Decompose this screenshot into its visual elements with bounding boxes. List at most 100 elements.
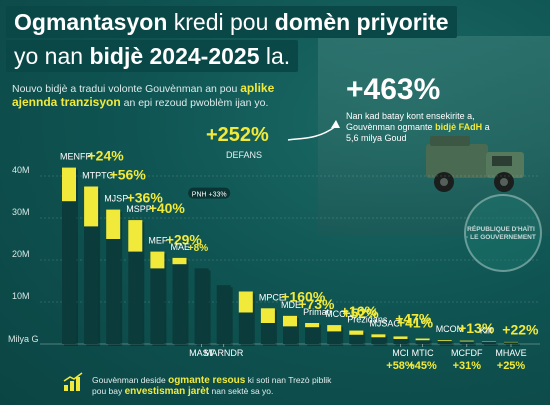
bar-base bbox=[194, 268, 209, 344]
callout-arrowhead bbox=[331, 120, 340, 128]
bar-increase bbox=[371, 334, 386, 338]
footer-part-3: nan sektè sa yo. bbox=[211, 386, 274, 396]
percent-label: +45% bbox=[408, 360, 437, 372]
y-tick-label: 10M bbox=[12, 291, 30, 301]
subtitle-part-1: Nouvo bidjè a tradui volonte Gouvènman a… bbox=[12, 83, 238, 95]
category-label: MENFP bbox=[60, 152, 92, 162]
bar-base bbox=[260, 323, 275, 344]
category-label: MCC bbox=[325, 309, 346, 319]
defense-name: DEFANS bbox=[226, 150, 263, 160]
title-strong-2: domèn priyorite bbox=[274, 9, 449, 35]
bar-increase bbox=[415, 338, 430, 341]
callout-text-after: a 5,6 milya Goud bbox=[346, 122, 490, 143]
bar-base bbox=[437, 341, 452, 344]
subtitle: Nouvo bidjè a tradui volonte Gouvènman a… bbox=[12, 82, 302, 110]
bar-shadow bbox=[461, 342, 476, 346]
footer-part-2: ki soti nan Trezò piblik pou bay bbox=[92, 375, 332, 396]
government-seal-icon bbox=[464, 194, 542, 272]
bar-increase bbox=[393, 336, 408, 339]
percent-label: +25% bbox=[497, 360, 526, 372]
seal-text: RÉPUBLIQUE D'HAÏTI · LE GOUVERNEMENT bbox=[466, 226, 536, 241]
bar-base bbox=[459, 341, 474, 344]
growth-chart-icon bbox=[63, 372, 83, 391]
bar-increase bbox=[305, 323, 320, 328]
footer-highlight-1: ogmante resous bbox=[168, 375, 246, 386]
title-line-1: Ogmantasyon kredi pou domèn priyorite bbox=[6, 6, 457, 38]
bar-increase bbox=[260, 308, 275, 323]
bar-base bbox=[283, 326, 297, 344]
bar-base bbox=[327, 331, 342, 344]
y-tick-label: 40M bbox=[12, 165, 30, 175]
callout-text: Nan kad batay kont ensekirite a, Gouvènm… bbox=[346, 111, 496, 144]
percent-label: +13% bbox=[458, 320, 495, 336]
percent-label: +31% bbox=[453, 360, 482, 372]
bar-base bbox=[349, 334, 364, 344]
percent-label: +8% bbox=[188, 243, 208, 254]
bar-increase bbox=[459, 340, 474, 342]
bar-increase bbox=[150, 251, 165, 269]
category-label: MCFDF bbox=[451, 348, 483, 358]
bar-base bbox=[238, 312, 253, 344]
defense-percent: +252% bbox=[206, 124, 269, 146]
bar-base bbox=[128, 251, 143, 344]
percent-label: +24% bbox=[88, 148, 125, 164]
bar-base bbox=[172, 264, 187, 344]
annotation-text: PNH +33% bbox=[192, 192, 227, 199]
title-strong-1: Ogmantasyon bbox=[14, 9, 168, 35]
bar-increase bbox=[283, 315, 297, 327]
category-label: MTPTC bbox=[82, 171, 113, 181]
category-label: MDE bbox=[281, 300, 301, 310]
bar-base bbox=[415, 340, 430, 344]
category-label: Prezidans bbox=[347, 315, 388, 325]
percent-label: +73% bbox=[298, 296, 335, 312]
footer-highlight-2: envestisman jarèt bbox=[124, 386, 210, 397]
callout-percent: +463% bbox=[346, 73, 441, 106]
category-label: MPCE bbox=[259, 292, 285, 302]
percent-label: +22% bbox=[502, 321, 539, 337]
bar-shadow bbox=[506, 343, 520, 346]
bar-base bbox=[393, 338, 408, 344]
bar-base bbox=[106, 239, 121, 344]
title-line-2: yo nan bidjè 2024-2025 la. bbox=[6, 40, 299, 72]
category-label: Primati bbox=[303, 307, 331, 317]
bar-increase bbox=[238, 291, 253, 313]
annotation-pill bbox=[188, 187, 231, 199]
bar-base bbox=[305, 327, 320, 344]
category-label: MCOM bbox=[436, 324, 465, 334]
percent-label: +41% bbox=[397, 314, 434, 330]
bar-increase bbox=[62, 167, 76, 202]
callout-arrow bbox=[287, 125, 337, 141]
percent-label: +58% bbox=[386, 360, 415, 372]
category-label: MEF bbox=[148, 236, 168, 246]
category-label: MHAVE bbox=[495, 348, 526, 358]
bar-increase bbox=[84, 186, 99, 227]
callout-text-before: Nan kad batay kont ensekirite a, Gouvènm… bbox=[346, 111, 475, 132]
footer-note: Gouvènman deside ogmante resous ki soti … bbox=[92, 375, 332, 397]
category-label: MSPP bbox=[126, 204, 152, 214]
percent-label: +160% bbox=[281, 288, 326, 304]
category-label: MTIC bbox=[412, 348, 434, 358]
unit-label: Milya G bbox=[8, 334, 39, 344]
category-label: MJSAC bbox=[369, 318, 400, 328]
category-label: Kilt bbox=[480, 325, 493, 335]
footer-part-1: Gouvènman deside bbox=[92, 375, 166, 385]
military-truck-icon bbox=[426, 136, 524, 192]
bar-increase bbox=[437, 340, 452, 342]
bar-base bbox=[84, 226, 99, 344]
bar-shadow bbox=[439, 342, 454, 346]
title-regular-1: kredi pou bbox=[173, 9, 269, 35]
subtitle-part-2: an epi rezoud pwoblèm ijan yo. bbox=[123, 97, 269, 109]
title-strong-3: bidjè 2024-2025 bbox=[89, 43, 260, 69]
bar-base bbox=[216, 285, 231, 344]
title-regular-2: yo nan bbox=[14, 43, 84, 69]
bar-increase bbox=[128, 220, 143, 252]
category-label: MARNDR bbox=[204, 348, 244, 358]
percent-label: +56% bbox=[110, 167, 147, 183]
bar-base bbox=[62, 201, 76, 344]
percent-label: +29% bbox=[166, 232, 203, 248]
subtitle-highlight: aplike ajennda tranzisyon bbox=[12, 81, 275, 109]
title-regular-3: la. bbox=[265, 43, 291, 69]
percent-label: +36% bbox=[127, 190, 164, 206]
percent-label: +16% bbox=[341, 303, 378, 319]
bar-base bbox=[371, 337, 386, 344]
